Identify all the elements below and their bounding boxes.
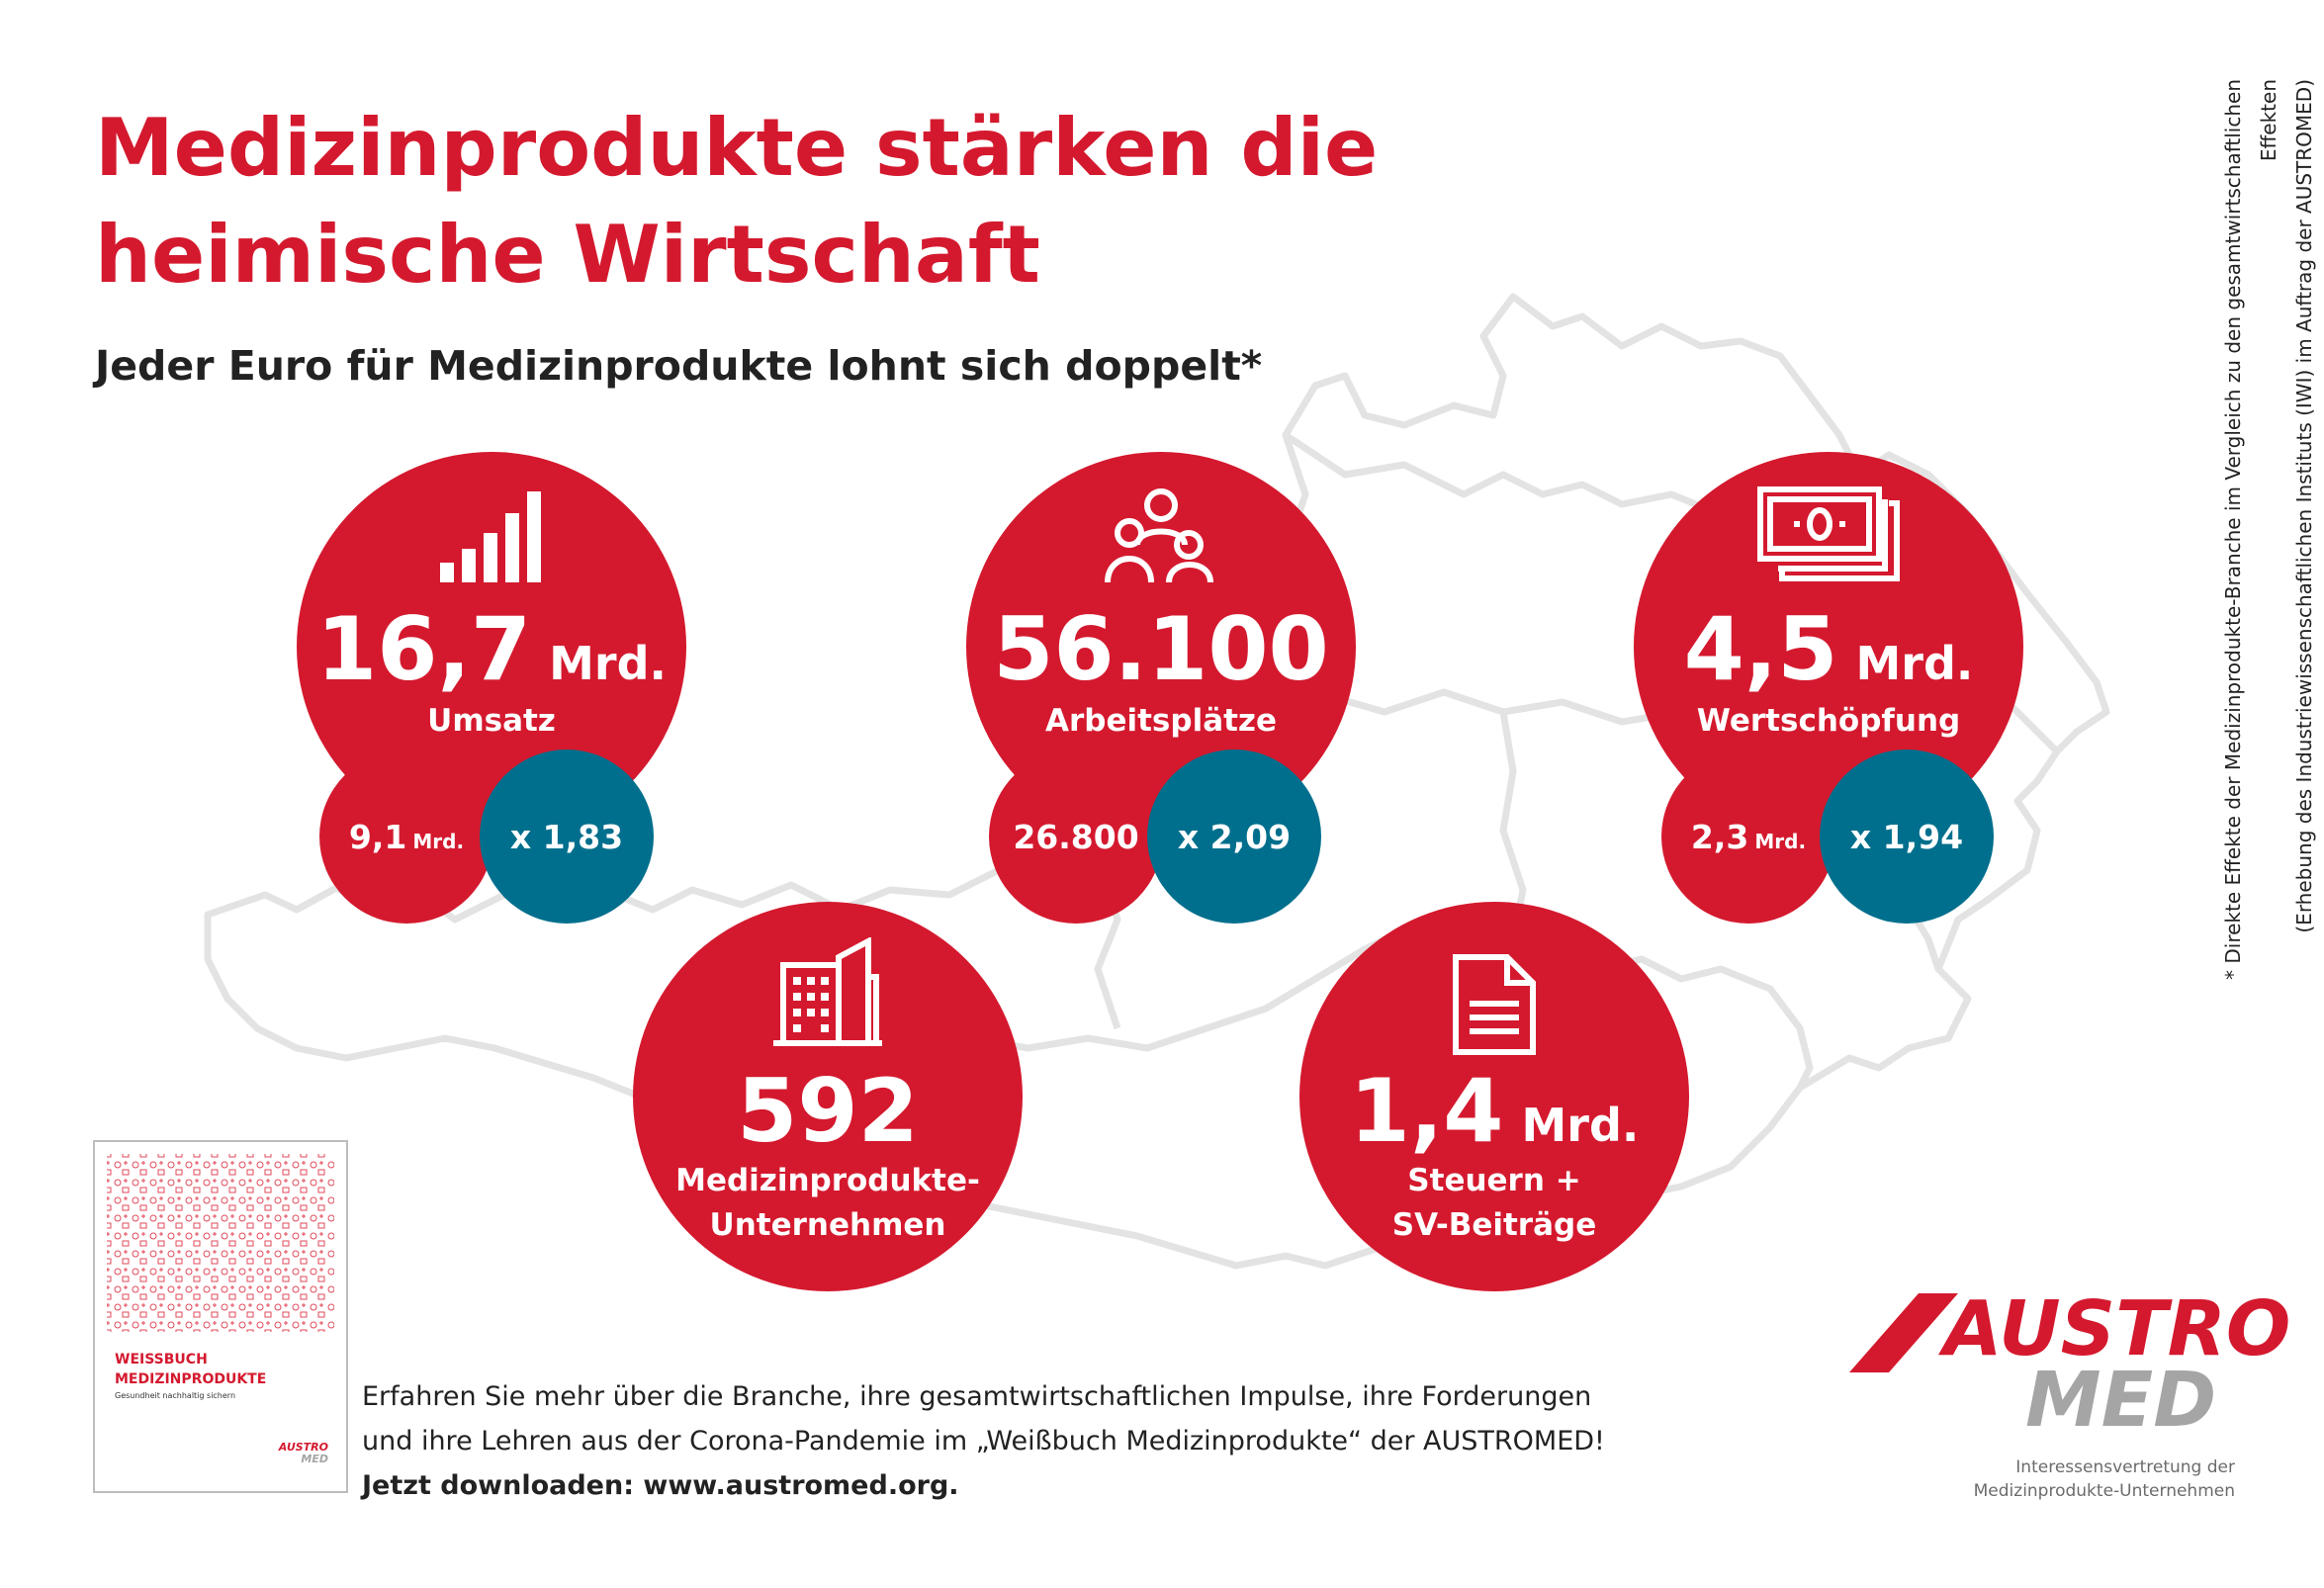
document-icon — [1453, 954, 1536, 1055]
umsatz-direct-circle: 9,1 Mrd. — [319, 750, 493, 924]
wertschoepfung-multiplier: x 1,94 — [1849, 817, 1964, 856]
arbeitsplaetze-direct-circle: 26.800 — [989, 750, 1163, 924]
steuern-label: Steuern + SV-Beiträge — [1299, 1159, 1689, 1248]
steuern-label-line-1: Steuern + — [1407, 1163, 1581, 1198]
wertschoepfung-direct-value: 2,3 Mrd. — [1691, 818, 1806, 856]
unternehmen-label: Medizinprodukte- Unternehmen — [633, 1159, 1023, 1248]
steuern-unit: Mrd. — [1521, 1099, 1640, 1152]
steuern-circle: 1,4 Mrd. Steuern + SV-Beiträge — [1299, 902, 1689, 1291]
weissbuch-subtitle: Gesundheit nachhaltig sichern — [115, 1391, 236, 1400]
umsatz-label: Umsatz — [427, 703, 556, 739]
austromed-logo: AUSTRO MED — [1849, 1285, 2290, 1445]
wertschoepfung-direct-number: 2,3 — [1690, 817, 1749, 856]
umsatz-direct-value: 9,1 Mrd. — [349, 818, 464, 856]
umsatz-number: 16,7 — [316, 598, 532, 700]
logo-tagline-line-1: Interessensvertretung der — [2015, 1457, 2235, 1477]
weissbuch-logo-line-1: AUSTRO — [278, 1441, 328, 1454]
title-line-1: Medizinprodukte stärken die — [95, 102, 1379, 194]
medical-icons-pattern — [107, 1154, 334, 1332]
footer-download-link[interactable]: Jetzt downloaden: www.austromed.org. — [362, 1470, 959, 1501]
arbeitsplaetze-number: 56.100 — [993, 598, 1329, 700]
weissbuch-title: WEISSBUCH MEDIZINPRODUKTE — [115, 1350, 266, 1389]
page-title: Medizinprodukte stärken die heimische Wi… — [95, 95, 1378, 309]
arbeitsplaetze-label: Arbeitsplätze — [1044, 703, 1277, 739]
weissbuch-title-line-2: MEDIZINPRODUKTE — [115, 1371, 267, 1387]
unternehmen-label-line-1: Medizinprodukte- — [675, 1163, 980, 1198]
weissbuch-title-line-1: WEISSBUCH — [115, 1352, 208, 1367]
weissbuch-cover[interactable]: WEISSBUCH MEDIZINPRODUKTE Gesundheit nac… — [93, 1140, 348, 1493]
banknotes-icon — [1757, 486, 1900, 581]
buildings-icon — [773, 937, 882, 1046]
umsatz-direct-unit: Mrd. — [412, 829, 465, 853]
title-line-2: heimische Wirtschaft — [95, 209, 1040, 301]
footnote-line-2: (Erhebung des Industriewissenschaftliche… — [2292, 79, 2316, 933]
unternehmen-label-line-2: Unternehmen — [709, 1207, 946, 1243]
wertschoepfung-direct-unit: Mrd. — [1754, 829, 1807, 853]
logo-austro: AUSTRO — [1943, 1285, 2291, 1373]
footer-line-2: und ihre Lehren aus der Corona-Pandemie … — [362, 1426, 1605, 1456]
umsatz-direct-number: 9,1 — [348, 817, 407, 856]
steuern-label-line-2: SV-Beiträge — [1391, 1207, 1597, 1243]
wertschoepfung-number: 4,5 — [1683, 598, 1838, 700]
wertschoepfung-unit: Mrd. — [1855, 637, 1974, 690]
umsatz-multiplier-circle: x 1,83 — [480, 750, 654, 924]
logo-tagline: Interessensvertretung der Medizinprodukt… — [1859, 1456, 2235, 1503]
logo-tagline-line-2: Medizinprodukte-Unternehmen — [1973, 1481, 2235, 1501]
signal-bars-icon — [440, 491, 541, 582]
footer-line-1: Erfahren Sie mehr über die Branche, ihre… — [362, 1381, 1592, 1412]
umsatz-multiplier: x 1,83 — [509, 817, 624, 856]
unternehmen-value: 592 — [633, 1060, 1023, 1162]
footnote-line-1: * Direkte Effekte der Medizinprodukte-Br… — [2221, 79, 2280, 980]
arbeitsplaetze-value: 56.100 — [966, 598, 1356, 700]
wertschoepfung-direct-circle: 2,3 Mrd. — [1661, 750, 1835, 924]
weissbuch-logo: AUSTRO MED — [279, 1442, 328, 1465]
logo-med: MED — [2025, 1357, 2217, 1445]
page-subtitle: Jeder Euro für Medizinprodukte lohnt sic… — [95, 342, 1263, 390]
wertschoepfung-value: 4,5 Mrd. — [1634, 598, 2023, 700]
umsatz-unit: Mrd. — [549, 637, 667, 690]
logo-slash-mark — [1849, 1293, 1958, 1372]
wertschoepfung-multiplier-circle: x 1,94 — [1820, 750, 1994, 924]
arbeitsplaetze-direct-value: 26.800 — [1013, 817, 1139, 856]
unternehmen-circle: 592 Medizinprodukte- Unternehmen — [633, 902, 1023, 1291]
wertschoepfung-label: Wertschöpfung — [1696, 703, 1961, 739]
people-group-icon — [1105, 488, 1213, 583]
steuern-value: 1,4 Mrd. — [1299, 1060, 1689, 1162]
arbeitsplaetze-multiplier: x 2,09 — [1177, 817, 1292, 856]
umsatz-value: 16,7 Mrd. — [297, 598, 686, 700]
arbeitsplaetze-multiplier-circle: x 2,09 — [1147, 750, 1321, 924]
steuern-number: 1,4 — [1349, 1060, 1504, 1162]
unternehmen-number: 592 — [737, 1060, 919, 1162]
footnote-vertical: * Direkte Effekte der Medizinprodukte-Br… — [2215, 79, 2316, 1028]
footer-text: Erfahren Sie mehr über die Branche, ihre… — [362, 1374, 1605, 1508]
weissbuch-logo-line-2: MED — [301, 1453, 328, 1465]
